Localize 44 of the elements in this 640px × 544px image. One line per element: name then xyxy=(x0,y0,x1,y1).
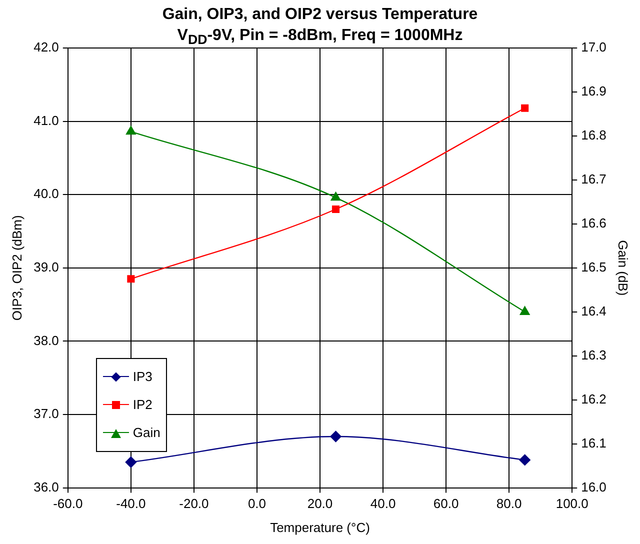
y2-tick-label: 16.3 xyxy=(581,347,606,362)
x-tick-label: 60.0 xyxy=(433,496,459,512)
y2-tick-label: 16.8 xyxy=(581,128,606,143)
point xyxy=(330,192,341,201)
x-tick-label: 20.0 xyxy=(307,496,333,512)
x-tick-label: 80.0 xyxy=(496,496,522,512)
legend-label: IP2 xyxy=(132,397,152,412)
point xyxy=(126,126,136,135)
x-tick-label: 0.0 xyxy=(248,496,266,512)
y-tick-label: 42.0 xyxy=(34,40,59,55)
y2-tick-label: 16.7 xyxy=(581,172,606,187)
y2-tick-label: 16.2 xyxy=(581,391,606,406)
x-tick-label: 40.0 xyxy=(370,496,396,512)
y2-tick-label: 16.4 xyxy=(581,303,606,318)
x-tick-label: -60.0 xyxy=(53,496,83,512)
chart-subtitle: V$_{DD}$-9V, Pin = -8dBm, Freq = 1000MHz xyxy=(177,27,463,48)
y-tick-label: 41.0 xyxy=(34,112,59,128)
y2-tick-label: 16.5 xyxy=(581,259,606,274)
y2-tick-label: 16.6 xyxy=(581,216,606,230)
point xyxy=(127,275,135,283)
point xyxy=(125,456,137,468)
y-tick-label: 37.0 xyxy=(34,406,59,422)
chart-title: Gain, OIP3, and OIP2 versus Temperature xyxy=(161,5,479,25)
y2-tick-label: 16.9 xyxy=(581,84,606,99)
point xyxy=(521,104,529,112)
x-tick-label: 100.0 xyxy=(556,496,588,512)
y2-axis-title: Gain (dB) xyxy=(616,240,631,296)
legend-label: Gain xyxy=(132,425,160,440)
point xyxy=(330,430,342,442)
x-tick-label: -20.0 xyxy=(179,496,209,512)
y-tick-label: 36.0 xyxy=(34,479,59,494)
y-tick-label: 38.0 xyxy=(34,332,59,348)
point xyxy=(519,454,530,466)
legend-label: IP3 xyxy=(132,369,152,384)
y2-tick-label: 17.0 xyxy=(581,40,606,55)
y-tick-label: 39.0 xyxy=(34,259,59,274)
x-tick-label: -40.0 xyxy=(116,496,146,512)
x-axis-title: Temperature (°C) xyxy=(270,520,370,535)
y2-tick-label: 16.1 xyxy=(581,435,606,450)
y-tick-label: 40.0 xyxy=(34,186,59,202)
y-axis-title: OIP3, OIP2 (dBm) xyxy=(9,215,24,321)
point xyxy=(520,306,530,315)
y2-tick-label: 16.0 xyxy=(581,479,606,494)
point xyxy=(332,205,340,214)
